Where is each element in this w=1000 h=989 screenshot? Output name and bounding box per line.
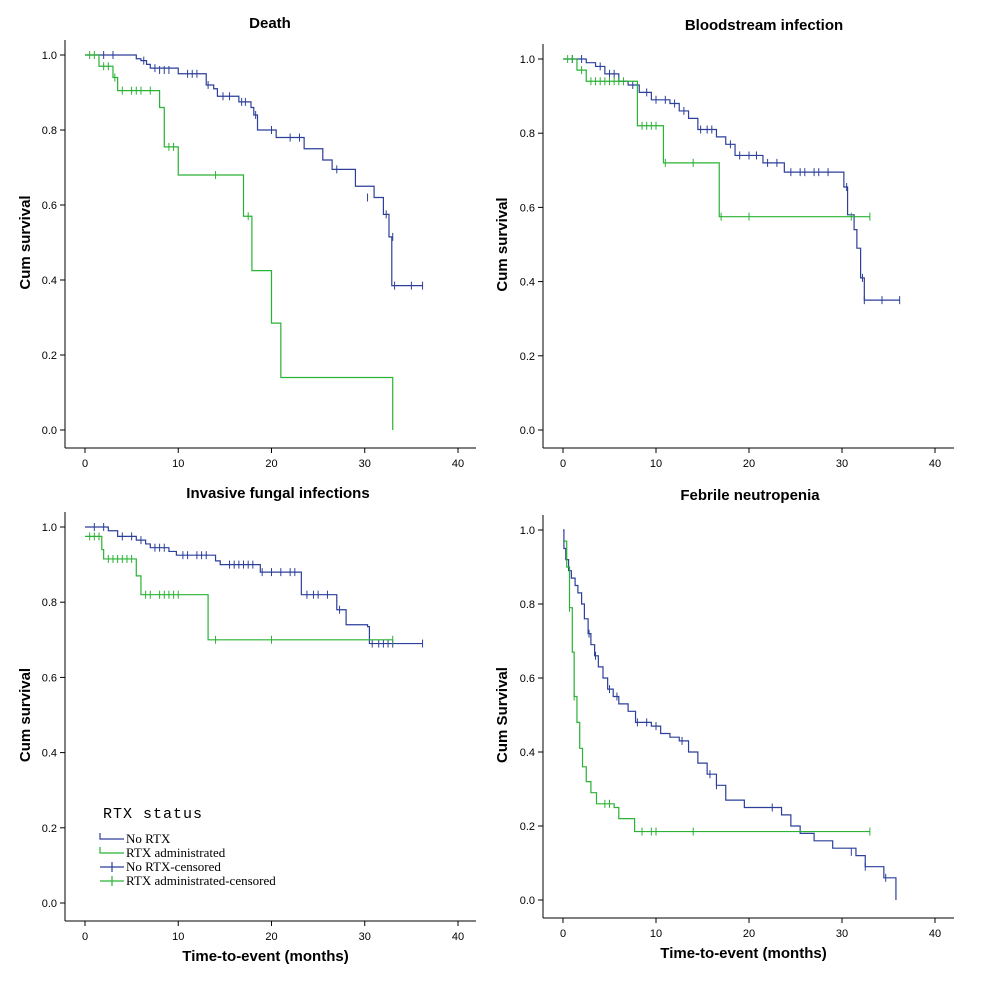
x-tick-label: 10: [650, 928, 662, 940]
km-curve-rtx: [85, 535, 393, 641]
legend-item-label: RTX administrated-censored: [126, 873, 276, 888]
x-tick-label: 20: [743, 458, 755, 470]
y-tick-label: 1.0: [42, 522, 57, 534]
y-tick-label: 0.4: [520, 277, 535, 289]
x-tick-label: 40: [929, 458, 941, 470]
y-tick-label: 0.2: [520, 821, 535, 833]
km-curve-no-rtx: [563, 58, 900, 301]
x-tick-label: 0: [560, 458, 566, 470]
km-curve-rtx: [85, 54, 394, 430]
legend-swatch: [99, 833, 124, 840]
legend-item-label: RTX administrated: [126, 845, 226, 860]
y-tick-label: 0.6: [42, 200, 57, 212]
y-tick-label: 0.2: [42, 350, 57, 362]
chart-panel-1: Bloodstream infection Cum survival 0.0 0.2 0…: [494, 17, 954, 470]
y-tick-label: 0.6: [42, 672, 57, 684]
y-tick-label: 0.0: [42, 898, 57, 910]
y-tick-label: 0.0: [42, 425, 57, 437]
y-tick-label: 0.8: [520, 128, 535, 140]
x-tick-label: 30: [359, 458, 371, 470]
x-tick-label: 30: [836, 458, 848, 470]
y-tick-label: 0.6: [520, 202, 535, 214]
chart-panel-2: Invasive fungal infections Cum survival 0.…: [17, 485, 476, 965]
y-tick-label: 0.2: [42, 823, 57, 835]
x-tick-label: 40: [929, 928, 941, 940]
x-axis-label: Time-to-event (months): [182, 948, 348, 965]
x-tick-label: 10: [650, 458, 662, 470]
legend-item-label: No RTX: [126, 831, 171, 846]
legend-title: RTX status: [103, 806, 203, 823]
y-tick-label: 0.2: [520, 351, 535, 363]
y-axis-label: Cum survival: [494, 197, 511, 291]
x-tick-label: 20: [743, 928, 755, 940]
legend-swatch: [99, 847, 124, 854]
x-tick-label: 20: [265, 931, 277, 943]
y-tick-label: 0.4: [520, 747, 535, 759]
y-axis-label: Cum survival: [17, 668, 34, 762]
x-tick-label: 10: [172, 458, 184, 470]
x-tick-label: 0: [82, 931, 88, 943]
km-curve-no-rtx: [85, 54, 423, 287]
x-tick-label: 0: [560, 928, 566, 940]
y-tick-label: 0.0: [520, 425, 535, 437]
x-tick-label: 30: [836, 928, 848, 940]
km-curve-no-rtx: [85, 526, 423, 645]
y-axis-label: Cum survival: [17, 195, 34, 289]
km-curve-rtx: [563, 540, 870, 833]
y-tick-label: 0.4: [42, 275, 57, 287]
x-axis-label: Time-to-event (months): [660, 945, 826, 962]
chart-title: Death: [249, 15, 291, 32]
y-tick-label: 1.0: [42, 50, 57, 62]
km-curve-rtx: [563, 58, 870, 218]
x-tick-label: 30: [359, 931, 371, 943]
y-tick-label: 0.4: [42, 748, 57, 760]
x-tick-label: 0: [82, 458, 88, 470]
chart-panel-0: Death Cum survival 0.0 0.2 0.4 0.6 0.8 1.0 0 10 20…: [17, 15, 476, 470]
y-tick-label: 0.6: [520, 673, 535, 685]
x-tick-label: 20: [265, 458, 277, 470]
y-tick-label: 0.8: [520, 599, 535, 611]
y-tick-label: 0.8: [42, 597, 57, 609]
chart-title: Febrile neutropenia: [680, 487, 820, 504]
chart-panel-3: Febrile neutropenia Cum Survival 0.0 0.2 0.4…: [494, 487, 954, 962]
km-curve-no-rtx: [563, 529, 897, 900]
y-tick-label: 0.8: [42, 125, 57, 137]
y-tick-label: 1.0: [520, 525, 535, 537]
x-tick-label: 40: [452, 458, 464, 470]
y-axis-label: Cum Survival: [494, 667, 511, 763]
chart-title: Invasive fungal infections: [186, 485, 369, 502]
x-tick-label: 40: [452, 931, 464, 943]
y-tick-label: 1.0: [520, 54, 535, 66]
chart-title: Bloodstream infection: [685, 17, 843, 34]
y-tick-label: 0.0: [520, 895, 535, 907]
legend-item-label: No RTX-censored: [126, 859, 221, 874]
x-tick-label: 10: [172, 931, 184, 943]
